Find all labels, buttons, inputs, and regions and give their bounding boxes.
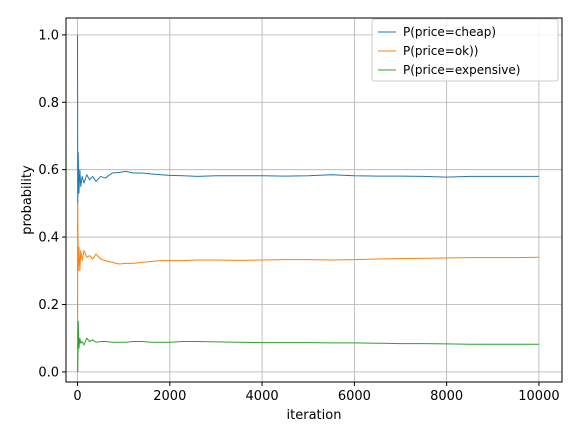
y-axis-ticks: 0.0 0.2 0.4 0.6 0.8 1.0 <box>38 28 66 380</box>
legend-entry: P(price=ok)) <box>403 44 479 58</box>
axes-frame <box>65 17 563 383</box>
y-tick-label: 1.0 <box>38 28 59 43</box>
x-tick-label: 8000 <box>430 389 463 404</box>
y-tick-label: 0.4 <box>38 231 59 246</box>
legend: P(price=cheap) P(price=ok)) P(price=expens… <box>371 18 559 82</box>
x-axis-label: iteration <box>287 408 342 423</box>
legend-entry: P(price=expensive) <box>403 63 520 77</box>
plot-series <box>77 34 539 373</box>
legend-box <box>371 18 559 82</box>
grid <box>66 18 562 382</box>
series-line-0 <box>77 34 539 204</box>
legend-entry: P(price=cheap) <box>403 25 496 39</box>
y-tick-label: 0.0 <box>38 365 59 380</box>
y-tick-label: 0.2 <box>38 298 59 313</box>
series-line-1 <box>77 202 539 372</box>
x-axis-ticks: 0 2000 4000 6000 8000 10000 <box>73 382 560 404</box>
x-tick-label: 4000 <box>246 389 279 404</box>
y-tick-label: 0.8 <box>38 96 59 111</box>
x-tick-label: 6000 <box>338 389 371 404</box>
x-tick-label: 10000 <box>518 389 559 404</box>
y-tick-label: 0.6 <box>38 163 59 178</box>
x-tick-label: 2000 <box>153 389 186 404</box>
y-axis-label: probability <box>20 165 35 235</box>
series-line-2 <box>77 320 539 373</box>
x-tick-label: 0 <box>73 389 81 404</box>
